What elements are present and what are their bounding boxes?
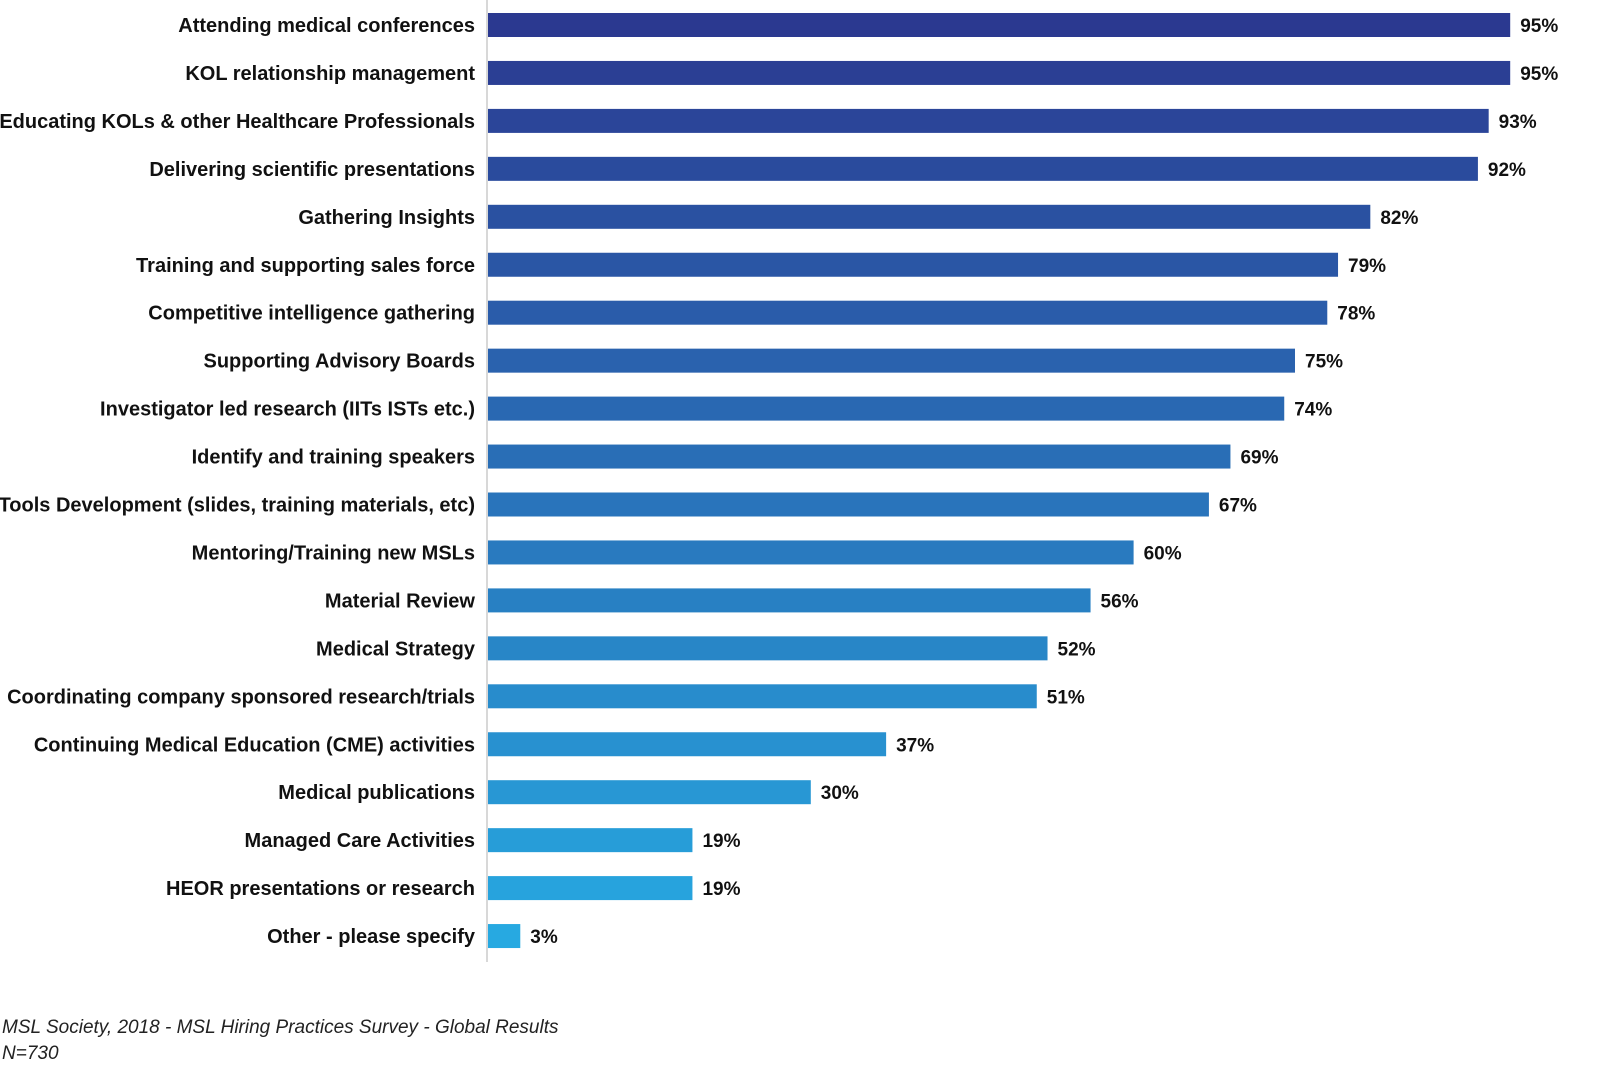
category-label: Training and supporting sales force <box>136 255 475 277</box>
category-label: Attending medical conferences <box>178 15 475 37</box>
category-label: Supporting Advisory Boards <box>203 351 475 373</box>
data-label: 78% <box>1337 304 1375 325</box>
data-label: 69% <box>1240 448 1278 469</box>
category-label: Coordinating company sponsored research/… <box>7 686 475 708</box>
bar <box>488 204 1371 229</box>
bar <box>488 588 1091 613</box>
data-label: 92% <box>1488 160 1526 181</box>
data-label: 82% <box>1380 208 1418 229</box>
category-label: Medical publications <box>278 782 475 804</box>
data-label: 52% <box>1058 639 1096 660</box>
data-label: 56% <box>1101 591 1139 612</box>
category-label: Mentoring/Training new MSLs <box>192 542 475 564</box>
category-label: KOL relationship management <box>185 63 475 85</box>
data-label: 95% <box>1520 64 1558 85</box>
data-label: 51% <box>1047 687 1085 708</box>
category-label: Gathering Insights <box>298 207 475 229</box>
bar <box>488 780 811 805</box>
category-label: Material Review <box>325 590 476 612</box>
bar <box>488 876 693 901</box>
bar <box>488 684 1037 709</box>
category-label: HEOR presentations or research <box>166 878 475 900</box>
data-label: 19% <box>702 831 740 852</box>
data-label: 74% <box>1294 400 1332 421</box>
category-label: Medical Strategy <box>316 638 476 660</box>
data-label: 3% <box>530 927 558 948</box>
bar <box>488 348 1295 373</box>
bar <box>488 492 1209 517</box>
category-label: Identify and training speakers <box>192 447 475 469</box>
sample-size-note: N=730 <box>2 1043 59 1064</box>
bar <box>488 924 521 949</box>
source-note: MSL Society, 2018 - MSL Hiring Practices… <box>2 1017 559 1038</box>
bar <box>488 300 1328 325</box>
bar <box>488 828 693 853</box>
category-label: Delivering scientific presentations <box>149 159 475 181</box>
bar-chart: Attending medical conferences 95% KOL rela… <box>0 0 1558 962</box>
category-label: Educating KOLs & other Healthcare Profes… <box>0 111 475 133</box>
bar <box>488 60 1511 85</box>
bar <box>488 732 887 757</box>
bar <box>488 108 1489 133</box>
bar <box>488 13 1511 37</box>
category-label: Managed Care Activities <box>245 830 475 852</box>
bar <box>488 156 1478 181</box>
data-label: 60% <box>1144 543 1182 564</box>
bar <box>488 252 1339 277</box>
bar <box>488 396 1285 421</box>
data-label: 93% <box>1499 112 1537 133</box>
data-label: 75% <box>1305 352 1343 373</box>
category-label: Tools Development (slides, training mate… <box>0 495 475 517</box>
data-label: 19% <box>702 879 740 900</box>
category-label: Competitive intelligence gathering <box>148 303 475 325</box>
category-label: Investigator led research (IITs ISTs etc… <box>100 399 475 421</box>
bar <box>488 636 1048 661</box>
data-label: 37% <box>896 735 934 756</box>
data-label: 79% <box>1348 256 1386 277</box>
bar <box>488 540 1134 565</box>
data-label: 67% <box>1219 496 1257 517</box>
category-label: Other - please specify <box>267 926 476 948</box>
data-label: 95% <box>1520 16 1558 37</box>
category-label: Continuing Medical Education (CME) activ… <box>34 734 475 756</box>
bar <box>488 444 1231 469</box>
data-label: 30% <box>821 783 859 804</box>
